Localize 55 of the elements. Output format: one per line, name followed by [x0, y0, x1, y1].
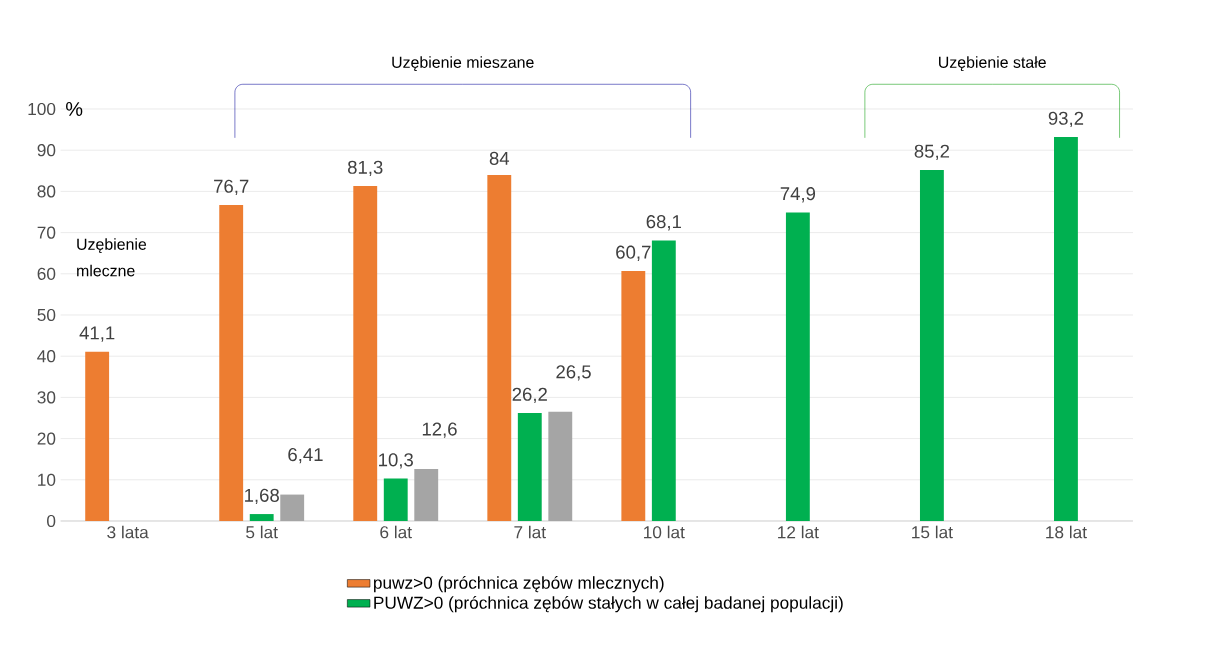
data-label: 1,68 [245, 488, 279, 504]
data-label: 84 [489, 151, 510, 165]
bar [651, 240, 676, 521]
x-tick-label: 15 lat [912, 525, 953, 539]
y-tick-label: 10 [38, 473, 56, 486]
y-tick-label: 40 [37, 349, 56, 363]
x-tick-label: 12 lat [778, 525, 819, 539]
legend-label: puwz>0 (próchnica zębów mlecznych) [374, 575, 664, 593]
legend-label: PUWZ>0 (próchnica zębów stałych w całej badanej populacji) [374, 595, 843, 613]
bar [85, 351, 110, 521]
bar [785, 212, 810, 521]
y-axis-title: % [66, 101, 83, 116]
data-label: 60,7 [616, 245, 651, 261]
data-label: 6,41 [288, 447, 323, 464]
y-tick-label: 30 [37, 391, 56, 404]
y-tick-label: 100 [28, 102, 56, 116]
bar [219, 204, 244, 521]
text: Uzębienie mieszane [392, 56, 534, 71]
y-tick-label: 80 [37, 185, 56, 198]
x-tick-label: 7 lat [514, 525, 546, 539]
data-label: 12,6 [422, 422, 457, 438]
data-label: 93,2 [1048, 111, 1084, 127]
data-label: 26,2 [512, 387, 547, 403]
x-tick-label: 6 lat [380, 525, 412, 539]
data-label: 10,3 [379, 453, 413, 469]
data-label: 68,1 [646, 214, 681, 231]
data-label: 85,2 [914, 144, 950, 160]
bar [621, 270, 646, 521]
data-label: 26,5 [556, 365, 591, 381]
y-tick-label: 90 [37, 144, 56, 157]
bar [414, 468, 439, 521]
annotation: Uzębienie mleczne [77, 238, 147, 277]
text: Uzębienie stałe [939, 56, 1046, 71]
data-label: 76,7 [214, 179, 249, 195]
bar [280, 494, 305, 521]
bar [249, 513, 274, 521]
data-label: 74,9 [780, 186, 816, 203]
y-tick-label: 60 [37, 267, 56, 280]
y-tick-label: 20 [37, 432, 56, 445]
data-label: 41,1 [79, 326, 115, 342]
bar [548, 411, 573, 521]
y-tick-label: 50 [37, 308, 56, 321]
y-tick-label: 70 [37, 226, 56, 239]
x-tick-label: 5 lat [246, 525, 278, 539]
bar [353, 185, 378, 521]
y-tick-label: 0 [47, 514, 56, 527]
bar [1054, 136, 1078, 521]
x-tick-label: 18 lat [1046, 525, 1087, 539]
bar [517, 412, 542, 521]
data-label: 81,3 [347, 160, 383, 176]
bar [487, 174, 512, 521]
bar [919, 169, 944, 521]
x-tick-label: 10 lat [644, 525, 685, 539]
bar [383, 478, 408, 521]
x-tick-label: 3 lata [107, 525, 149, 539]
